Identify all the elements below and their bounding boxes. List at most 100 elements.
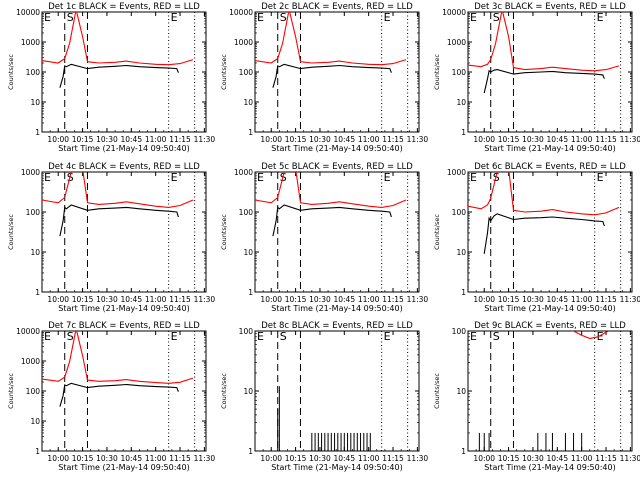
- y-tick-label: 1000: [21, 38, 40, 47]
- y-tick-label: 100: [239, 68, 254, 77]
- y-tick-label: 10: [30, 248, 40, 257]
- panel-det-1: Det 1c BLACK = Events, RED = LLD 1 10 100 10…: [7, 2, 215, 153]
- time-marker-label: S: [67, 330, 74, 343]
- x-tick-label: 10:45: [120, 135, 142, 144]
- time-marker-label: E: [384, 11, 391, 24]
- series-line-lld-red: [468, 12, 620, 72]
- x-tick-label: 10:30: [522, 454, 544, 463]
- y-tick-label: 100: [26, 208, 41, 217]
- x-tick-label: 10:15: [498, 135, 520, 144]
- series-line-events-black: [59, 204, 179, 237]
- x-tick-label: 10:15: [72, 135, 94, 144]
- x-axis-label: Start Time (21-May-14 09:50:40): [484, 463, 615, 472]
- x-tick-label: 10:15: [285, 295, 307, 304]
- series-line-lld-red: [255, 12, 407, 66]
- y-tick-label: 10: [243, 98, 253, 107]
- x-tick-label: 11:00: [145, 135, 167, 144]
- y-tick-label: 1: [461, 447, 466, 456]
- x-axis-label: Start Time (21-May-14 09:50:40): [58, 304, 189, 313]
- y-axis-label: Counts/sec: [220, 214, 228, 250]
- x-axis-label: Start Time (21-May-14 09:50:40): [271, 304, 402, 313]
- y-tick-label: 10000: [229, 8, 253, 17]
- panel-title: Det 7c BLACK = Events, RED = LLD: [48, 321, 200, 331]
- time-marker-label: E: [257, 330, 264, 343]
- x-tick-label: 11:30: [194, 295, 216, 304]
- series-line-events-black: [483, 69, 605, 94]
- panel-det-3: Det 3c BLACK = Events, RED = LLD 1 10 100 10…: [433, 2, 640, 153]
- time-marker-label: E: [44, 11, 51, 24]
- y-tick-label: 10: [243, 248, 253, 257]
- time-marker-label: E: [384, 330, 391, 343]
- y-axis-label: Counts/sec: [7, 54, 15, 90]
- y-axis-label: Counts/sec: [433, 373, 441, 409]
- panel-title: Det 1c BLACK = Events, RED = LLD: [48, 2, 200, 12]
- x-tick-label: 11:30: [620, 454, 640, 463]
- y-tick-label: 10: [456, 98, 466, 107]
- y-tick-label: 100: [26, 68, 41, 77]
- panel-det-4: Det 4c BLACK = Events, RED = LLD 1 10 100 10…: [7, 162, 216, 313]
- x-tick-label: 10:00: [473, 135, 495, 144]
- time-marker-label: E: [171, 330, 178, 343]
- x-tick-label: 10:45: [546, 295, 568, 304]
- y-tick-label: 10: [456, 248, 466, 257]
- y-tick-label: 10: [30, 98, 40, 107]
- panel-det-9: Det 9c BLACK = Events, RED = LLD 1 10 100 10…: [433, 321, 640, 472]
- y-tick-label: 1000: [447, 38, 466, 47]
- x-tick-label: 11:30: [620, 135, 640, 144]
- y-tick-label: 10000: [442, 8, 466, 17]
- y-tick-label: 1: [35, 128, 40, 137]
- plot-frame: [41, 330, 207, 452]
- x-tick-label: 10:45: [333, 295, 355, 304]
- y-axis-label: Counts/sec: [220, 373, 228, 409]
- x-tick-label: 11:15: [382, 295, 404, 304]
- series-line-events-black: [59, 63, 179, 88]
- x-tick-label: 10:45: [546, 454, 568, 463]
- x-tick-label: 10:15: [285, 454, 307, 463]
- x-axis-label: Start Time (21-May-14 09:50:40): [271, 463, 402, 472]
- x-tick-label: 11:15: [169, 135, 191, 144]
- panel-det-2: Det 2c BLACK = Events, RED = LLD 1 10 100 10…: [220, 2, 428, 153]
- y-tick-label: 1: [461, 128, 466, 137]
- series-line-events-black: [272, 63, 392, 88]
- y-tick-label: 10000: [16, 8, 40, 17]
- y-tick-label: 1: [248, 447, 253, 456]
- y-axis-label: Counts/sec: [433, 214, 441, 250]
- x-tick-label: 10:30: [96, 295, 118, 304]
- x-axis-label: Start Time (21-May-14 09:50:40): [484, 144, 615, 153]
- time-marker-label: E: [171, 11, 178, 24]
- y-tick-label: 100: [452, 208, 467, 217]
- x-tick-label: 10:15: [72, 454, 94, 463]
- x-tick-label: 10:00: [47, 454, 69, 463]
- x-tick-label: 11:15: [595, 454, 617, 463]
- x-tick-label: 11:15: [169, 295, 191, 304]
- x-tick-label: 10:15: [498, 454, 520, 463]
- y-tick-label: 1: [461, 288, 466, 297]
- panel-det-7: Det 7c BLACK = Events, RED = LLD 1 10 100 10…: [7, 321, 215, 472]
- x-tick-label: 11:00: [571, 135, 593, 144]
- x-axis-label: Start Time (21-May-14 09:50:40): [58, 144, 189, 153]
- x-tick-label: 10:45: [546, 135, 568, 144]
- time-marker-label: E: [44, 171, 51, 184]
- series-line-lld-red: [255, 172, 407, 208]
- y-tick-label: 10: [243, 387, 253, 396]
- panel-title: Det 3c BLACK = Events, RED = LLD: [474, 2, 626, 12]
- series-line-events-black: [59, 382, 179, 407]
- time-marker-label: S: [493, 330, 500, 343]
- series-line-lld-red: [570, 331, 611, 340]
- y-axis-label: Counts/sec: [7, 373, 15, 409]
- y-tick-label: 10000: [16, 327, 40, 336]
- time-marker-label: S: [280, 330, 287, 343]
- time-marker-label: S: [280, 11, 287, 24]
- y-tick-label: 100: [452, 68, 467, 77]
- y-tick-label: 1: [35, 447, 40, 456]
- x-tick-label: 10:45: [120, 454, 142, 463]
- series-line-lld-red: [42, 12, 194, 66]
- x-tick-label: 10:30: [309, 454, 331, 463]
- panel-det-6: Det 6c BLACK = Events, RED = LLD 1 10 100 10…: [433, 162, 640, 313]
- panel-title: Det 4c BLACK = Events, RED = LLD: [48, 162, 200, 172]
- panel-det-5: Det 5c BLACK = Events, RED = LLD 1 10 100 10…: [220, 162, 428, 313]
- x-tick-label: 11:15: [595, 135, 617, 144]
- y-tick-label: 1000: [21, 168, 40, 177]
- series-line-lld-red: [42, 172, 194, 208]
- panel-det-8: Det 8c BLACK = Events, RED = LLD 1 10 100 10…: [220, 321, 428, 472]
